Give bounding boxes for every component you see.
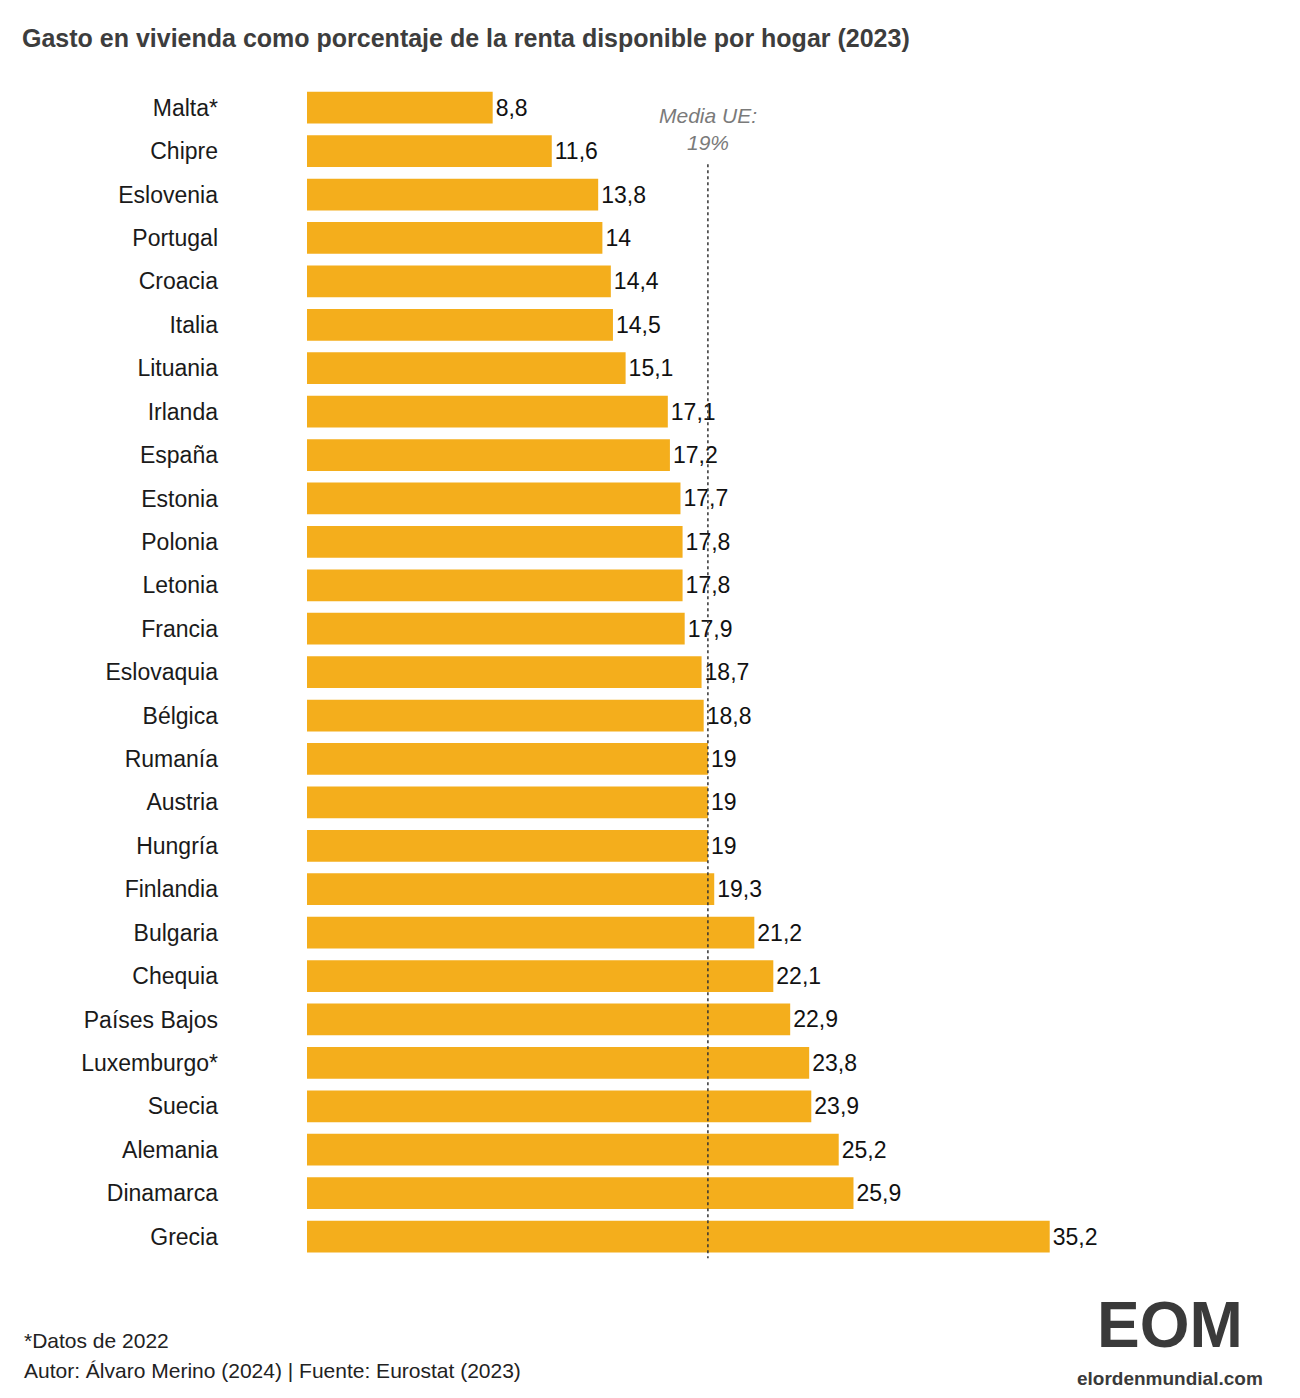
svg-text:Hungría: Hungría <box>136 833 218 859</box>
svg-text:Estonia: Estonia <box>141 486 218 512</box>
svg-text:Eslovenia: Eslovenia <box>118 182 218 208</box>
svg-text:Grecia: Grecia <box>150 1224 218 1250</box>
svg-text:Alemania: Alemania <box>122 1137 218 1163</box>
svg-text:Luxemburgo*: Luxemburgo* <box>81 1050 218 1076</box>
svg-text:Suecia: Suecia <box>148 1093 219 1119</box>
svg-text:Rumanía: Rumanía <box>125 746 219 772</box>
svg-text:Países Bajos: Países Bajos <box>84 1007 218 1033</box>
svg-text:Autor: Álvaro Merino (2024) |: Autor: Álvaro Merino (2024) | Fuente: Eu… <box>24 1359 521 1382</box>
svg-text:17,8: 17,8 <box>686 529 731 555</box>
svg-text:España: España <box>140 442 218 468</box>
svg-text:18,8: 18,8 <box>707 703 752 729</box>
svg-text:23,9: 23,9 <box>814 1093 859 1119</box>
svg-text:18,7: 18,7 <box>705 659 750 685</box>
svg-text:Bulgaria: Bulgaria <box>134 920 219 946</box>
svg-text:17,7: 17,7 <box>683 485 728 511</box>
svg-text:25,2: 25,2 <box>842 1137 887 1163</box>
svg-text:Polonia: Polonia <box>141 529 218 555</box>
svg-text:17,8: 17,8 <box>686 572 731 598</box>
svg-text:Gasto en vivienda como porcent: Gasto en vivienda como porcentaje de la … <box>22 24 910 52</box>
svg-text:Francia: Francia <box>141 616 218 642</box>
svg-text:17,9: 17,9 <box>688 616 733 642</box>
svg-text:Eslovaquia: Eslovaquia <box>105 659 218 685</box>
svg-text:13,8: 13,8 <box>601 182 646 208</box>
svg-text:14,4: 14,4 <box>614 268 659 294</box>
svg-text:22,1: 22,1 <box>776 963 821 989</box>
svg-text:Chequia: Chequia <box>132 963 218 989</box>
svg-text:Dinamarca: Dinamarca <box>107 1180 218 1206</box>
svg-text:19: 19 <box>711 746 737 772</box>
svg-text:8,8: 8,8 <box>496 95 528 121</box>
svg-text:Malta*: Malta* <box>153 95 218 121</box>
svg-text:*Datos de 2022: *Datos de 2022 <box>24 1329 169 1352</box>
svg-text:15,1: 15,1 <box>629 355 674 381</box>
svg-text:25,9: 25,9 <box>856 1180 901 1206</box>
svg-text:Croacia: Croacia <box>139 268 218 294</box>
svg-text:Italia: Italia <box>169 312 218 338</box>
svg-text:Irlanda: Irlanda <box>148 399 219 425</box>
svg-text:Chipre: Chipre <box>150 138 218 164</box>
svg-text:Letonia: Letonia <box>143 572 219 598</box>
svg-text:Austria: Austria <box>146 789 218 815</box>
svg-text:17,1: 17,1 <box>671 399 716 425</box>
svg-text:19: 19 <box>711 789 737 815</box>
svg-text:Lituania: Lituania <box>137 355 218 381</box>
svg-text:19,3: 19,3 <box>717 876 762 902</box>
svg-text:14,5: 14,5 <box>616 312 661 338</box>
svg-text:14: 14 <box>605 225 631 251</box>
svg-text:Finlandia: Finlandia <box>125 876 219 902</box>
svg-text:35,2: 35,2 <box>1053 1224 1098 1250</box>
svg-text:23,8: 23,8 <box>812 1050 857 1076</box>
svg-text:elordenmundial.com: elordenmundial.com <box>1077 1368 1263 1389</box>
svg-text:17,2: 17,2 <box>673 442 718 468</box>
svg-text:22,9: 22,9 <box>793 1006 838 1032</box>
svg-text:Media UE:19%: Media UE:19% <box>659 104 757 154</box>
svg-text:Bélgica: Bélgica <box>143 703 219 729</box>
svg-text:11,6: 11,6 <box>555 138 598 164</box>
svg-text:19: 19 <box>711 833 737 859</box>
svg-text:21,2: 21,2 <box>757 920 802 946</box>
svg-text:EOM: EOM <box>1097 1289 1243 1361</box>
svg-text:Portugal: Portugal <box>132 225 218 251</box>
